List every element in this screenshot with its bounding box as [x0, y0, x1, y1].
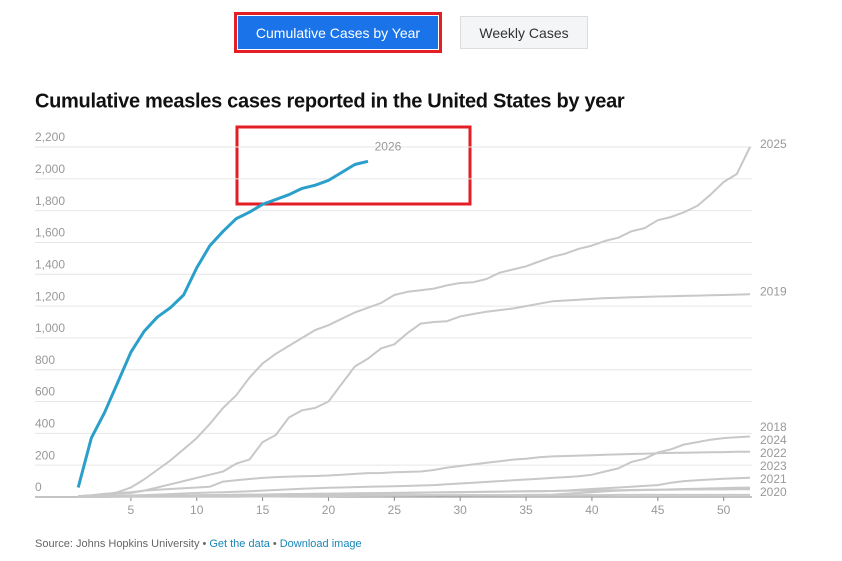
footer-link[interactable]: Download image — [280, 538, 362, 550]
highlight-box — [235, 125, 472, 206]
series-label: 2020 — [760, 485, 787, 499]
tab-button[interactable]: Weekly Cases — [460, 16, 588, 49]
separator: • — [273, 538, 277, 550]
chart-title: Cumulative measles cases reported in the… — [35, 90, 625, 112]
y-tick-label: 2,200 — [35, 130, 65, 144]
x-tick-label: 30 — [454, 503, 468, 517]
series-label: 2026 — [375, 139, 402, 153]
y-tick-label: 400 — [35, 417, 55, 431]
x-tick-label: 45 — [651, 503, 665, 517]
series-label: 2021 — [760, 472, 787, 486]
x-tick-label: 20 — [322, 503, 336, 517]
series-label: 2023 — [760, 459, 787, 473]
series-label: 2022 — [760, 446, 787, 460]
series-line — [78, 146, 751, 498]
series-label: 2024 — [760, 433, 787, 447]
x-tick-label: 5 — [128, 503, 135, 517]
tab-button[interactable]: Cumulative Cases by Year — [234, 12, 442, 53]
source-text: Source: Johns Hopkins University — [35, 538, 200, 550]
y-tick-label: 600 — [35, 385, 55, 399]
series-line — [78, 476, 751, 498]
footer-link[interactable]: Get the data — [209, 538, 270, 550]
source-note: Source: Johns Hopkins University • Get the… — [35, 538, 362, 550]
series-line — [78, 435, 751, 498]
x-tick-label: 35 — [519, 503, 533, 517]
series-label: 2025 — [760, 137, 787, 151]
series-label: 2019 — [760, 284, 787, 298]
series-label: 2018 — [760, 420, 787, 434]
y-tick-label: 0 — [35, 480, 42, 494]
y-tick-label: 1,000 — [35, 321, 65, 335]
y-tick-label: 200 — [35, 448, 55, 462]
x-tick-label: 25 — [388, 503, 402, 517]
x-tick-label: 15 — [256, 503, 270, 517]
x-tick-label: 50 — [717, 503, 731, 517]
y-tick-label: 1,600 — [35, 226, 65, 240]
series-line — [78, 450, 751, 498]
y-tick-label: 1,200 — [35, 289, 65, 303]
x-tick-label: 40 — [585, 503, 599, 517]
y-tick-label: 800 — [35, 353, 55, 367]
series-line — [76, 159, 369, 488]
y-tick-label: 1,800 — [35, 194, 65, 208]
x-tick-label: 10 — [190, 503, 204, 517]
separator: • — [202, 538, 206, 550]
y-tick-label: 1,400 — [35, 257, 65, 271]
y-tick-label: 2,000 — [35, 162, 65, 176]
series-line — [78, 293, 751, 498]
